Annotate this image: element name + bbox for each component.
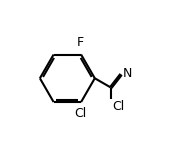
Text: Cl: Cl (74, 107, 87, 120)
Text: N: N (123, 67, 132, 80)
Text: Cl: Cl (112, 100, 124, 113)
Text: F: F (77, 36, 84, 49)
